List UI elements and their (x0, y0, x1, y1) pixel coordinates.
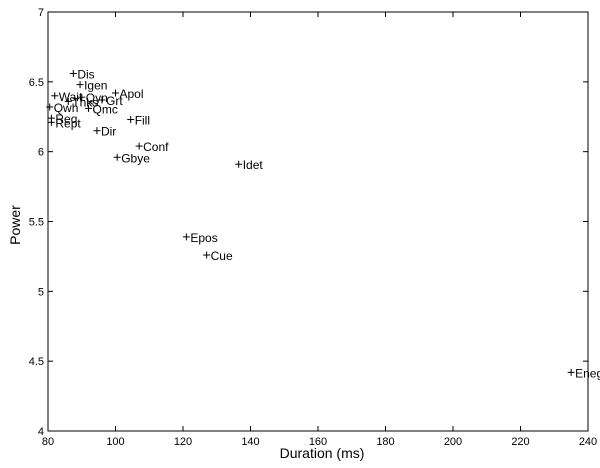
y-tick-label: 5 (38, 286, 44, 298)
y-tick-label: 5.5 (29, 217, 44, 229)
point-label: Epos (190, 231, 217, 245)
data-point-conf: Conf (135, 140, 169, 154)
data-point-thks: Thks (64, 95, 98, 109)
data-point-gbye: Gbye (113, 151, 150, 165)
point-label: Gbye (121, 151, 150, 165)
x-tick-label: 200 (444, 436, 462, 448)
point-label: Qmc (93, 102, 118, 116)
point-label: Dis (77, 67, 94, 81)
x-tick-label: 120 (174, 436, 192, 448)
point-label: Cue (211, 249, 233, 263)
x-tick-label: 160 (309, 436, 327, 448)
point-label: Eneg (575, 366, 600, 380)
plot-frame (47, 11, 589, 432)
point-label: Qwh (54, 101, 79, 115)
data-point-epos: Epos (182, 231, 218, 245)
data-point-wait: Wait (51, 90, 83, 104)
data-point-idet: Idet (235, 158, 263, 172)
point-label: Apol (120, 87, 144, 101)
point-label: Wait (59, 90, 83, 104)
y-tick-label: 4 (38, 426, 44, 438)
x-tick-label: 140 (241, 436, 259, 448)
x-axis-title: Duration (ms) (280, 445, 365, 461)
x-tick-label: 80 (42, 436, 54, 448)
point-label: Dir (101, 125, 116, 139)
point-label: Idet (243, 158, 264, 172)
point-label: Req (55, 112, 77, 126)
data-point-qwh: Qwh (46, 101, 78, 115)
x-tick-label: 240 (579, 436, 597, 448)
y-tick-label: 6.5 (29, 77, 44, 89)
data-point-eneg: Eneg (567, 366, 600, 380)
data-point-qmc: Qmc (85, 102, 118, 116)
data-point-grt: Grt (98, 94, 123, 108)
point-label: Grt (106, 94, 123, 108)
point-label: Conf (143, 140, 169, 154)
point-label: Igen (84, 79, 107, 93)
data-point-dis: Dis (69, 67, 95, 81)
y-tick-label: 6 (38, 147, 44, 159)
point-label: Fill (135, 114, 150, 128)
data-point-igen: Igen (76, 79, 107, 93)
data-point-fill: Fill (127, 114, 150, 128)
point-label: Rept (55, 116, 81, 130)
axes: 80 100 120 140 160 180 200 220 240 4 4.5 5 5.5 6 6.5 7 (29, 7, 597, 448)
y-tick-label: 4.5 (29, 356, 44, 368)
x-tick-label: 100 (106, 436, 124, 448)
point-label: Thks (72, 95, 98, 109)
data-point-cue: Cue (203, 249, 233, 263)
x-tick-label: 180 (376, 436, 394, 448)
data-point-apol: Apol (112, 87, 144, 101)
y-axis-title: Power (7, 205, 23, 245)
data-point-dir: Dir (93, 125, 116, 139)
x-tick-label: 220 (511, 436, 529, 448)
data-point-rept: Rept (47, 116, 81, 130)
y-tick-label: 7 (38, 7, 44, 19)
